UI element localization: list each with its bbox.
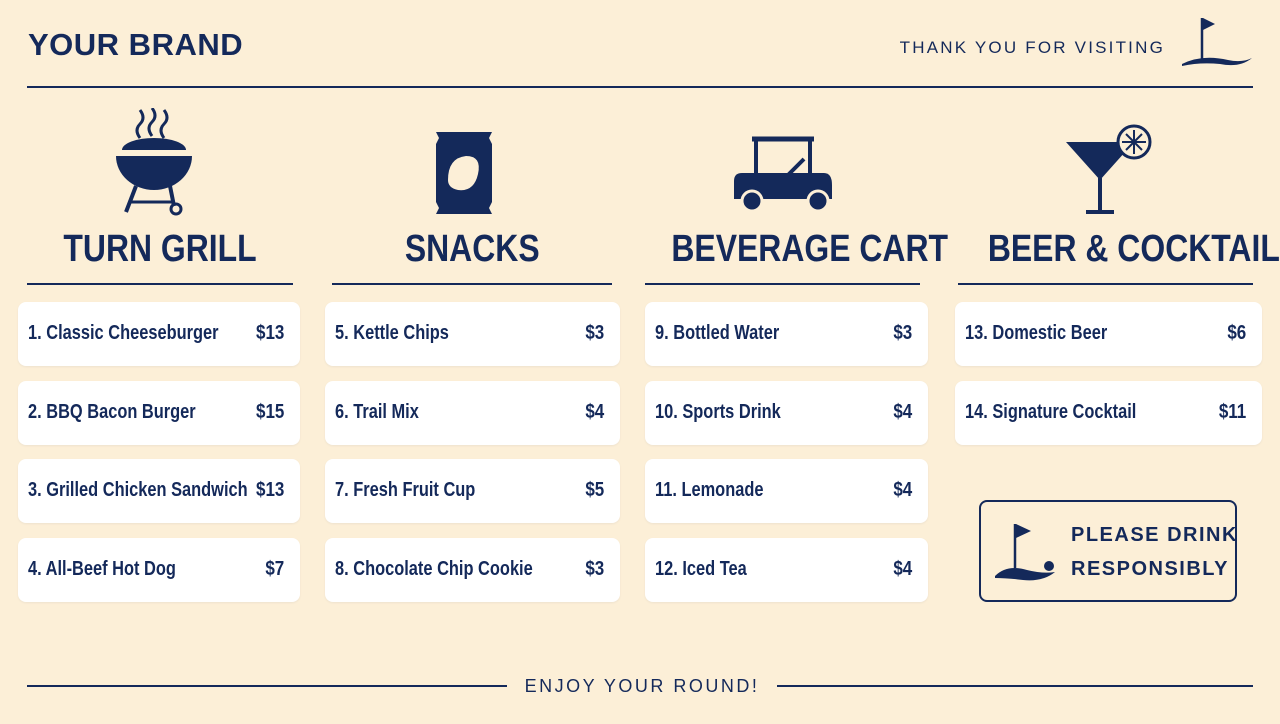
item-price: $4 — [893, 401, 912, 423]
item-price: $11 — [1218, 401, 1246, 423]
item-price: $5 — [585, 479, 604, 501]
item-name: 1. Classic Cheeseburger — [28, 322, 219, 344]
menu-item: 4. All-Beef Hot Dog $7 — [18, 538, 300, 602]
grill-icon — [116, 108, 192, 216]
menu-item: 12. Iced Tea $4 — [645, 538, 928, 602]
brand: YOUR BRAND — [28, 27, 244, 62]
menu-item: 5. Kettle Chips $3 — [325, 302, 620, 366]
section-rule — [958, 283, 1253, 285]
item-price: $13 — [255, 479, 284, 501]
golf-icon — [995, 524, 1055, 581]
item-price: $3 — [893, 322, 912, 344]
section-title: BEVERAGE CART — [645, 228, 948, 271]
item-name: 12. Iced Tea — [655, 558, 747, 580]
item-name: 14. Signature Cocktail — [965, 401, 1137, 423]
item-price: $15 — [255, 401, 284, 423]
item-price: $4 — [893, 558, 912, 580]
section-rule — [645, 283, 920, 285]
item-price: $13 — [255, 322, 284, 344]
flag-icon — [1182, 18, 1252, 66]
menu-item: 1. Classic Cheeseburger $13 — [18, 302, 300, 366]
item-name: 8. Chocolate Chip Cookie — [335, 558, 533, 580]
menu-item: 7. Fresh Fruit Cup $5 — [325, 459, 620, 523]
chips-icon — [436, 132, 492, 214]
item-name: 6. Trail Mix — [335, 401, 419, 423]
item-name: 11. Lemonade — [655, 479, 764, 501]
section-title: SNACKS — [332, 228, 612, 271]
item-name: 2. BBQ Bacon Burger — [28, 401, 196, 423]
item-price: $7 — [265, 558, 284, 580]
section-title-text: BEVERAGE CART — [671, 228, 949, 270]
section-rule — [27, 283, 293, 285]
section-title: BEER & COCKTAILS — [958, 228, 1280, 271]
item-price: $3 — [585, 558, 604, 580]
menu-item: 6. Trail Mix $4 — [325, 381, 620, 445]
menu-item: 11. Lemonade $4 — [645, 459, 928, 523]
menu-item: 10. Sports Drink $4 — [645, 381, 928, 445]
item-name: 13. Domestic Beer — [965, 322, 1108, 344]
section-title-text: BEER & COCKTAILS — [987, 228, 1280, 270]
item-price: $4 — [585, 401, 604, 423]
tagline: THANK YOU FOR VISITING — [899, 38, 1165, 57]
notice-line: PLEASE DRINK — [1071, 524, 1238, 546]
footer-rule — [27, 685, 507, 687]
menu-item: 13. Domestic Beer $6 — [955, 302, 1262, 366]
section-title-text: SNACKS — [404, 228, 540, 270]
menu-item: 2. BBQ Bacon Burger $15 — [18, 381, 300, 445]
footer: ENJOY YOUR ROUND! — [524, 676, 760, 696]
menu-item: 8. Chocolate Chip Cookie $3 — [325, 538, 620, 602]
section-title-text: TURN GRILL — [63, 228, 257, 270]
footer-rule — [777, 685, 1253, 687]
item-name: 3. Grilled Chicken Sandwich — [28, 479, 248, 501]
cocktail-icon — [1066, 124, 1152, 214]
item-name: 9. Bottled Water — [655, 322, 780, 344]
item-name: 7. Fresh Fruit Cup — [335, 479, 476, 501]
section-rule — [332, 283, 612, 285]
menu-item: 3. Grilled Chicken Sandwich $13 — [18, 459, 300, 523]
menu-item: 14. Signature Cocktail $11 — [955, 381, 1262, 445]
item-name: 10. Sports Drink — [655, 401, 781, 423]
item-name: 4. All-Beef Hot Dog — [28, 558, 176, 580]
item-price: $4 — [893, 479, 912, 501]
item-name: 5. Kettle Chips — [335, 322, 449, 344]
cart-icon — [734, 136, 832, 213]
section-title: TURN GRILL — [27, 228, 293, 271]
item-price: $3 — [585, 322, 604, 344]
notice-box: PLEASE DRINK RESPONSIBLY — [979, 500, 1237, 602]
menu-item: 9. Bottled Water $3 — [645, 302, 928, 366]
item-price: $6 — [1227, 322, 1246, 344]
notice-line: RESPONSIBLY — [1071, 558, 1230, 580]
header-rule — [27, 86, 1253, 88]
